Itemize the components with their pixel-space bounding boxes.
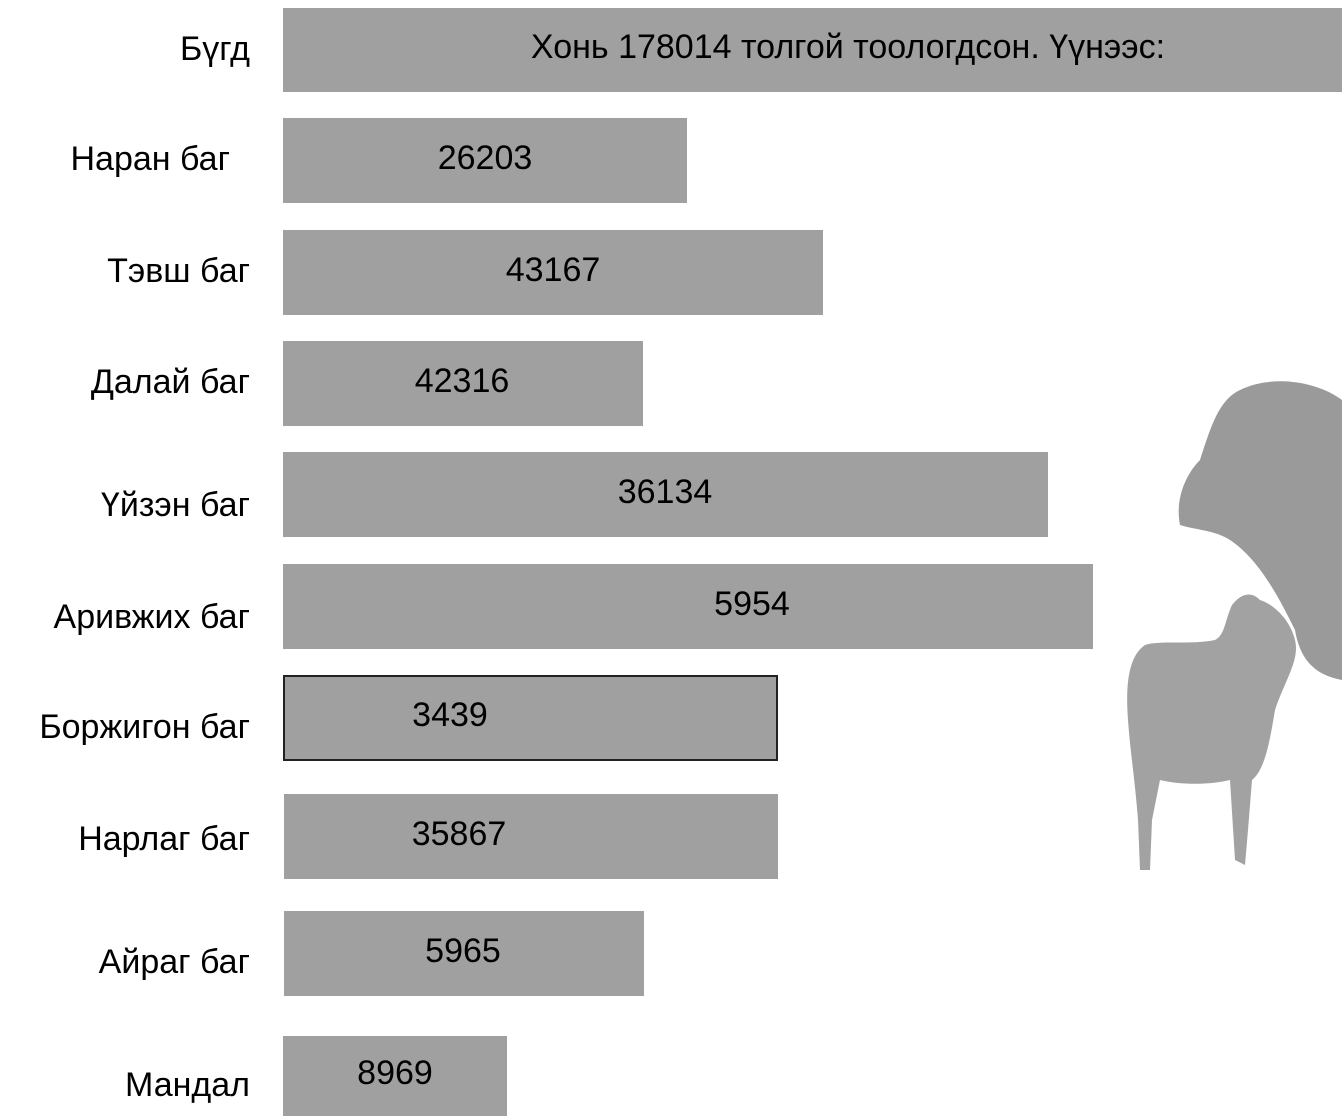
bar-text: 5954 bbox=[714, 584, 790, 623]
bar bbox=[284, 794, 778, 879]
row-label: Мандал bbox=[125, 1066, 250, 1104]
row-label: Боржигон баг bbox=[39, 708, 250, 746]
bar-text: 26203 bbox=[437, 138, 533, 177]
bar bbox=[283, 230, 823, 315]
row-label: Нарлаг баг bbox=[78, 820, 250, 858]
bar bbox=[283, 675, 778, 761]
row-label: Бүгд bbox=[179, 30, 250, 68]
bar-text: 8969 bbox=[357, 1054, 433, 1092]
bar bbox=[284, 911, 644, 996]
bar bbox=[283, 564, 1093, 649]
bar-text: Хонь 178014 толгой тоологдсон. Үүнээс: bbox=[530, 28, 1166, 66]
bar bbox=[283, 8, 1342, 92]
row-label: Наран баг bbox=[70, 140, 230, 178]
bar bbox=[283, 1036, 507, 1116]
bar bbox=[283, 452, 1048, 537]
row-label: Аривжих баг bbox=[53, 598, 250, 636]
row-label: Далай баг bbox=[90, 363, 250, 401]
bar bbox=[283, 118, 687, 203]
row-label: Тэвш баг bbox=[107, 252, 250, 290]
bar bbox=[283, 341, 643, 426]
bar-text: 43167 bbox=[505, 250, 601, 289]
sheep-silhouette bbox=[1127, 381, 1342, 870]
bar-text: 5965 bbox=[425, 931, 501, 970]
row-label: Айраг баг bbox=[98, 943, 250, 981]
bar-text: 3439 bbox=[412, 696, 488, 734]
row-label: Үйзэн баг bbox=[100, 486, 250, 524]
bar-text: 35867 bbox=[411, 814, 507, 853]
bar-text: 42316 bbox=[414, 361, 510, 400]
bar-text: 36134 bbox=[617, 472, 713, 511]
